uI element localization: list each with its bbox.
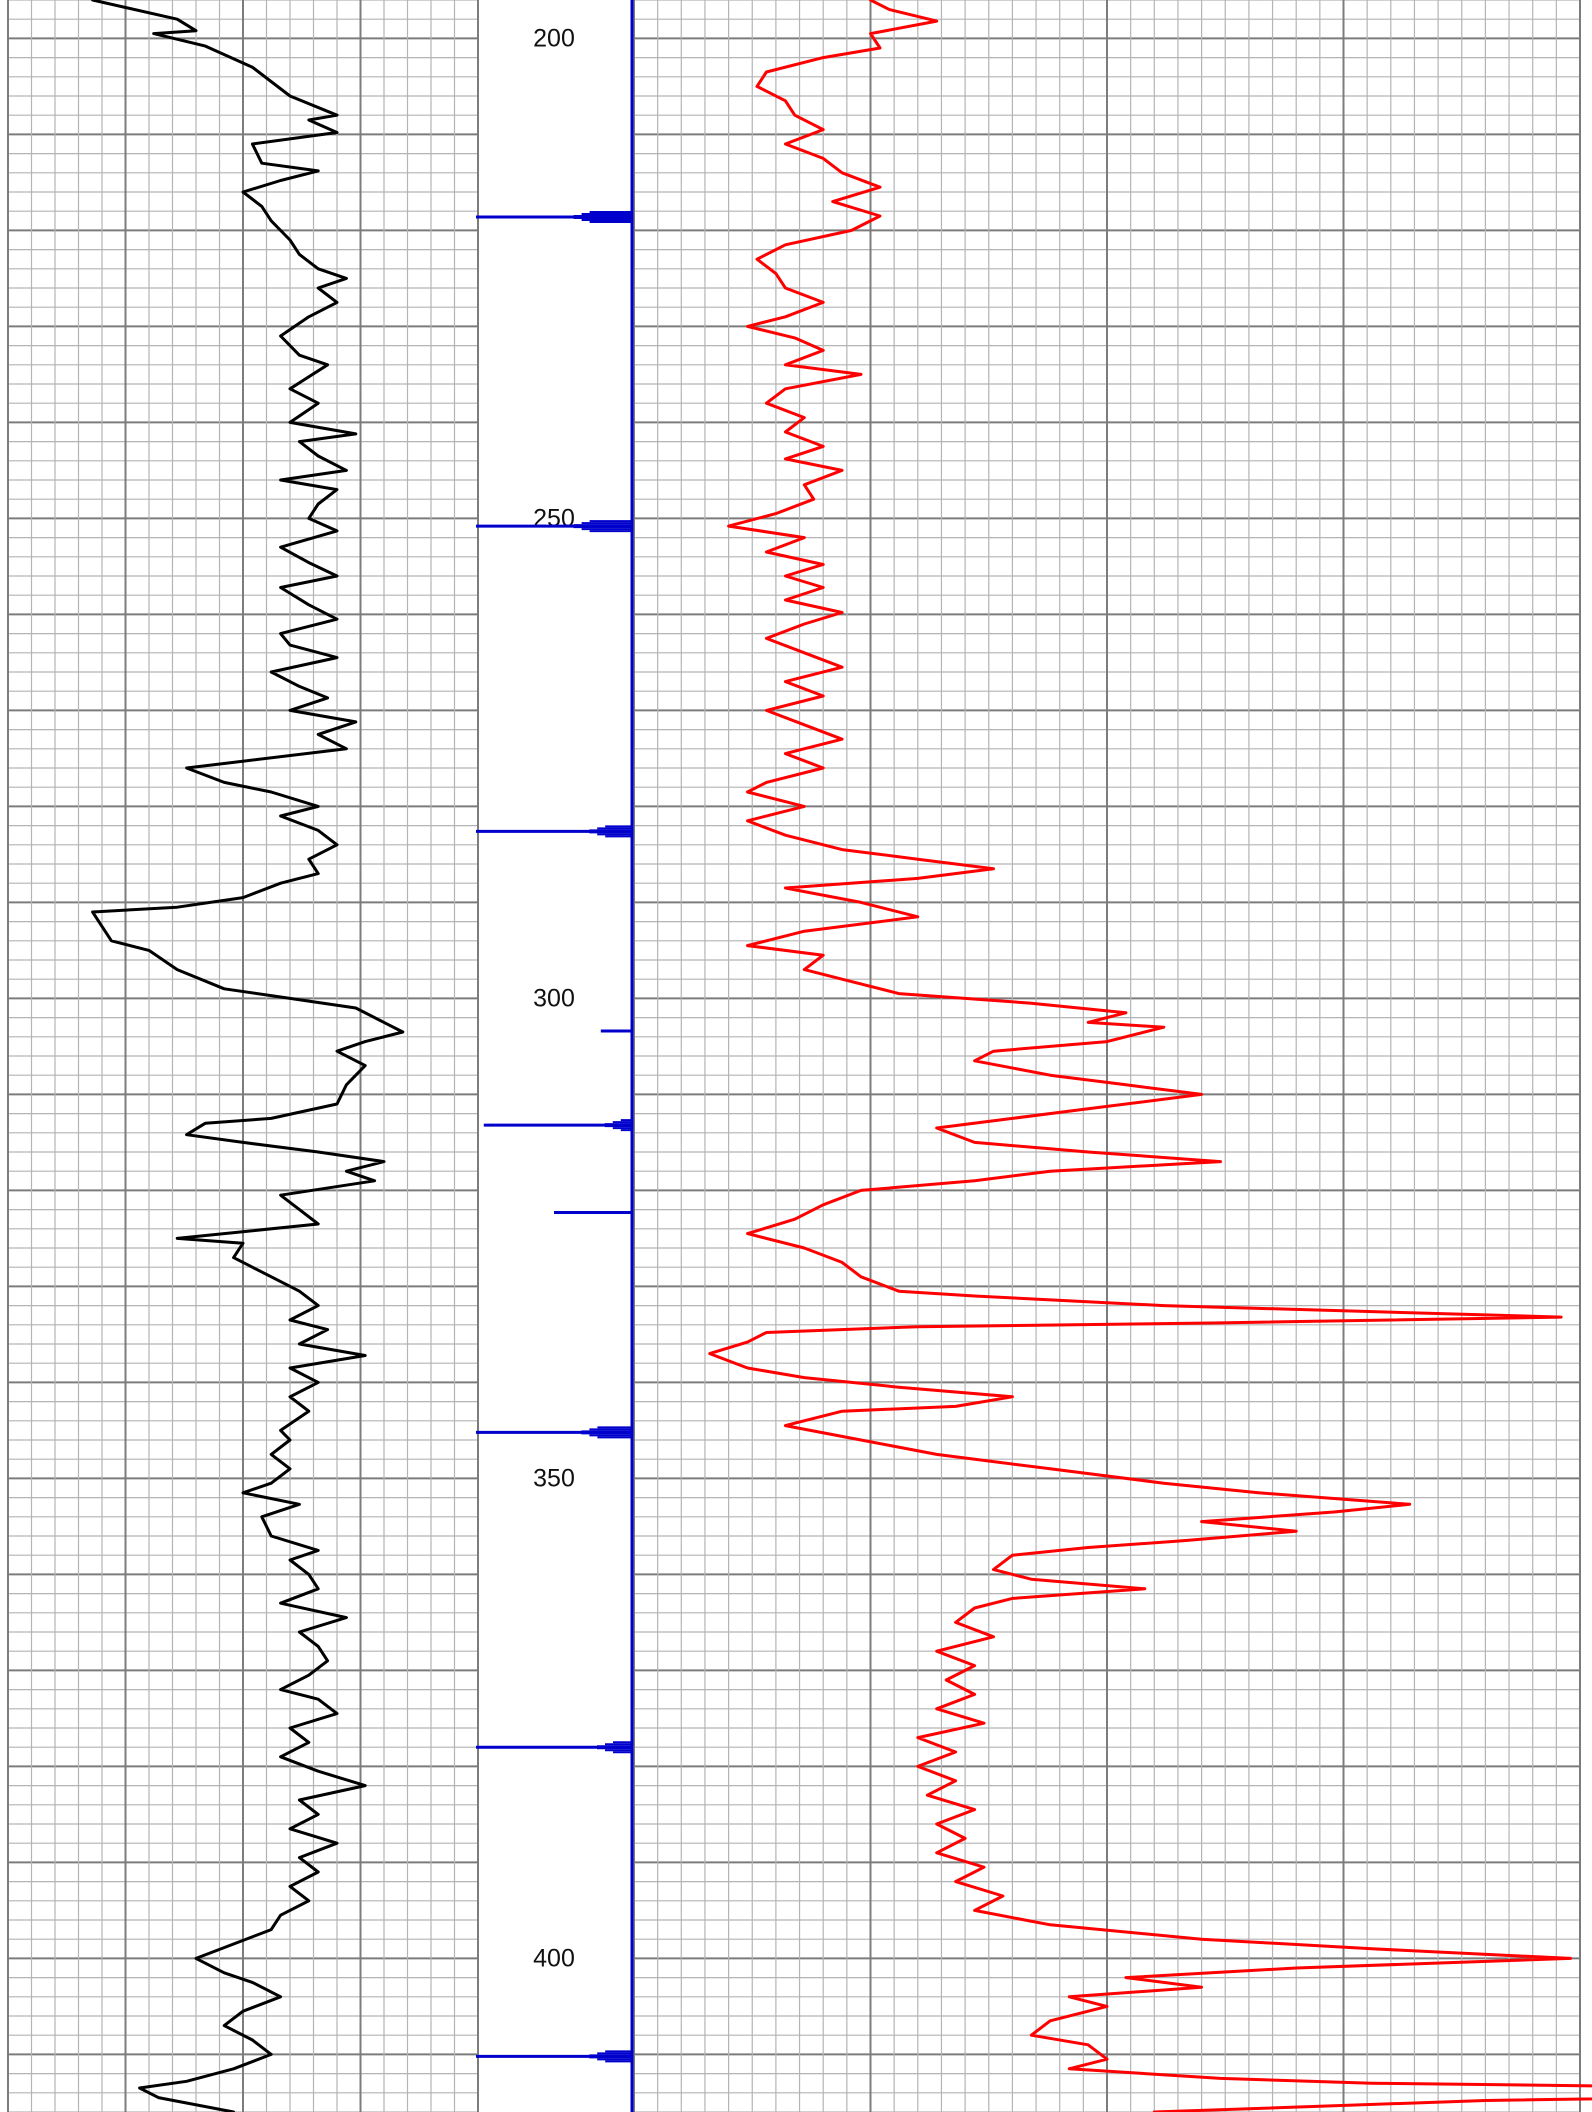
depth-label: 400 [533, 1944, 575, 1972]
depth-labels: 200 250 300 350 400 [533, 24, 575, 1972]
depth-label: 200 [533, 24, 575, 52]
depth-label: 350 [533, 1464, 575, 1492]
right-track-curve [708, 0, 1592, 2112]
left-track-curve [91, 0, 405, 2112]
depth-label: 250 [533, 504, 575, 532]
log-grid [7, 0, 1581, 2112]
log-curves [91, 0, 1592, 2112]
depth-marks-track [476, 210, 632, 2063]
depth-label: 300 [533, 984, 575, 1012]
